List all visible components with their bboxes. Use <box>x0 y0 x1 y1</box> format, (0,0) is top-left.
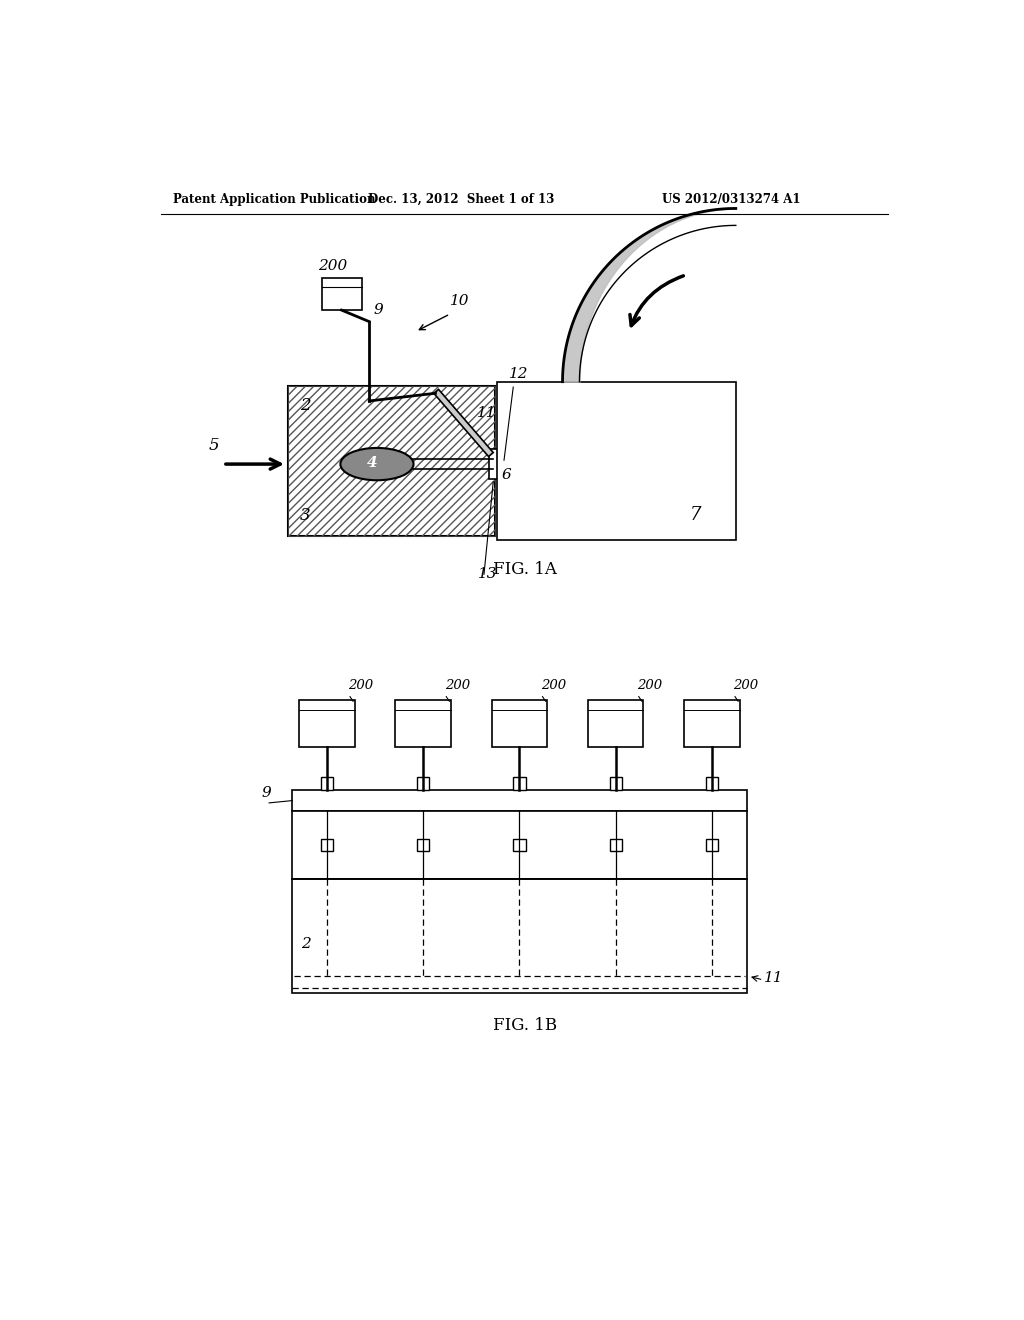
Text: 6: 6 <box>502 469 511 483</box>
Text: 2: 2 <box>300 397 310 414</box>
Bar <box>497 381 736 540</box>
Text: 200: 200 <box>348 678 374 692</box>
Text: 5: 5 <box>209 437 220 454</box>
Text: FIG. 1B: FIG. 1B <box>493 1016 557 1034</box>
Text: 200: 200 <box>541 678 566 692</box>
Text: FIG. 1A: FIG. 1A <box>493 561 557 578</box>
Text: 200: 200 <box>637 678 663 692</box>
Text: 200: 200 <box>317 259 347 273</box>
Bar <box>588 700 643 747</box>
Circle shape <box>502 461 509 469</box>
Bar <box>292 812 746 879</box>
Text: US 2012/0313274 A1: US 2012/0313274 A1 <box>662 193 801 206</box>
Text: Dec. 13, 2012  Sheet 1 of 13: Dec. 13, 2012 Sheet 1 of 13 <box>369 193 555 206</box>
Polygon shape <box>434 389 494 457</box>
Text: 10: 10 <box>451 294 470 308</box>
Bar <box>292 879 746 993</box>
Bar <box>489 449 503 479</box>
Text: 3: 3 <box>300 507 310 524</box>
Text: 13: 13 <box>478 568 498 581</box>
Bar <box>609 777 622 789</box>
Bar <box>417 777 429 789</box>
Text: 11: 11 <box>477 407 497 420</box>
Bar <box>706 777 718 789</box>
Bar <box>706 840 718 851</box>
Text: 12: 12 <box>509 367 528 381</box>
Bar <box>513 840 525 851</box>
Bar <box>417 840 429 851</box>
Bar <box>292 789 746 812</box>
Text: 9: 9 <box>261 785 271 800</box>
Bar <box>609 840 622 851</box>
Text: 9: 9 <box>373 304 383 317</box>
Text: 2: 2 <box>301 937 311 950</box>
Bar <box>321 840 333 851</box>
Bar <box>289 385 495 536</box>
Text: Patent Application Publication: Patent Application Publication <box>173 193 376 206</box>
Text: 7: 7 <box>689 507 701 524</box>
Bar <box>299 700 354 747</box>
Text: 200: 200 <box>733 678 759 692</box>
Text: 11: 11 <box>764 970 783 985</box>
Bar <box>289 385 495 536</box>
Bar <box>492 700 547 747</box>
Text: 4: 4 <box>367 457 378 470</box>
Bar <box>684 700 739 747</box>
Bar <box>513 777 525 789</box>
Bar <box>322 277 361 310</box>
Bar <box>321 777 333 789</box>
Bar <box>395 700 451 747</box>
Text: 200: 200 <box>444 678 470 692</box>
Ellipse shape <box>340 447 414 480</box>
